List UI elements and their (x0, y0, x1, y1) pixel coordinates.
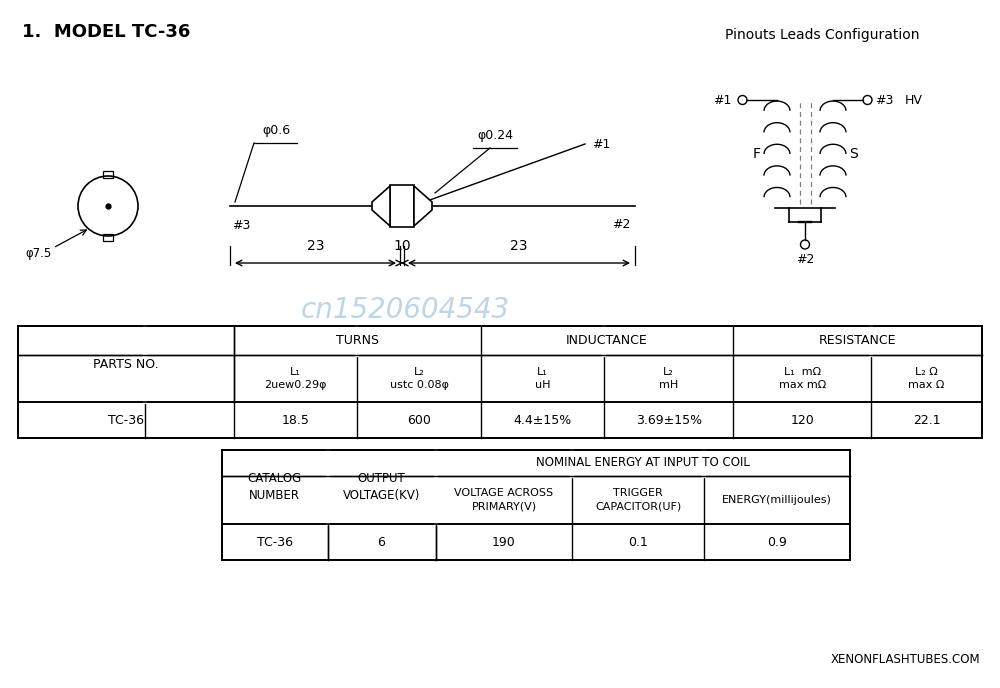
Text: RESISTANCE: RESISTANCE (819, 334, 896, 347)
Text: #3: #3 (232, 219, 250, 232)
Text: φ0.6: φ0.6 (262, 124, 290, 137)
Text: #1: #1 (592, 138, 610, 151)
Polygon shape (414, 186, 432, 226)
Text: 0.9: 0.9 (767, 535, 787, 548)
Text: PARTS NO.: PARTS NO. (93, 358, 159, 371)
Text: 23: 23 (510, 239, 527, 253)
Bar (18, 326, 982, 438)
Text: #3: #3 (875, 94, 893, 107)
Text: ENERGY(millijoules): ENERGY(millijoules) (722, 495, 832, 505)
Text: 1.  MODEL TC-36: 1. MODEL TC-36 (22, 23, 190, 41)
Text: L₂
ustc 0.08φ: L₂ ustc 0.08φ (390, 367, 449, 390)
Text: TC-36: TC-36 (257, 535, 293, 548)
Text: φ7.5: φ7.5 (25, 246, 51, 259)
Text: #1: #1 (713, 94, 731, 107)
Text: 0.1: 0.1 (628, 535, 648, 548)
Text: F: F (753, 147, 761, 161)
Bar (103, 234, 113, 241)
Text: 10: 10 (393, 239, 411, 253)
Text: 23: 23 (307, 239, 325, 253)
Text: L₁  mΩ
max mΩ: L₁ mΩ max mΩ (779, 367, 826, 390)
Text: VOLTAGE ACROSS
PRIMARY(V): VOLTAGE ACROSS PRIMARY(V) (454, 488, 554, 512)
Text: XENONFLASHTUBES.COM: XENONFLASHTUBES.COM (830, 653, 980, 666)
Text: OUTPUT
VOLTAGE(KV): OUTPUT VOLTAGE(KV) (343, 472, 420, 502)
Bar (103, 171, 113, 178)
Text: S: S (849, 147, 858, 161)
Text: 190: 190 (492, 535, 516, 548)
Text: L₂
mH: L₂ mH (659, 367, 678, 390)
Text: CATALOG
NUMBER: CATALOG NUMBER (248, 472, 302, 502)
Text: φ0.24: φ0.24 (477, 129, 513, 142)
Polygon shape (372, 186, 390, 226)
Text: 6: 6 (378, 535, 385, 548)
Text: #2: #2 (612, 218, 630, 231)
Text: Pinouts Leads Configuration: Pinouts Leads Configuration (725, 28, 919, 42)
Text: 120: 120 (790, 413, 814, 427)
Text: TURNS: TURNS (336, 334, 379, 347)
Bar (222, 450, 850, 560)
Text: 3.69±15%: 3.69±15% (636, 413, 702, 427)
Text: L₁
uH: L₁ uH (535, 367, 550, 390)
Text: L₁
2uew0.29φ: L₁ 2uew0.29φ (264, 367, 327, 390)
Text: TC-36: TC-36 (108, 413, 144, 427)
Text: #2: #2 (796, 253, 814, 266)
Text: TRIGGER
CAPACITOR(UF): TRIGGER CAPACITOR(UF) (595, 488, 681, 512)
Text: INDUCTANCE: INDUCTANCE (566, 334, 648, 347)
Text: L₂ Ω
max Ω: L₂ Ω max Ω (908, 367, 945, 390)
Text: 18.5: 18.5 (282, 413, 310, 427)
Bar (390, 185, 414, 227)
Text: HV: HV (905, 94, 923, 107)
Text: 22.1: 22.1 (913, 413, 940, 427)
Text: NOMINAL ENERGY AT INPUT TO COIL: NOMINAL ENERGY AT INPUT TO COIL (536, 457, 750, 469)
Text: 4.4±15%: 4.4±15% (513, 413, 572, 427)
Text: cn1520604543: cn1520604543 (300, 296, 510, 324)
Text: 600: 600 (407, 413, 431, 427)
